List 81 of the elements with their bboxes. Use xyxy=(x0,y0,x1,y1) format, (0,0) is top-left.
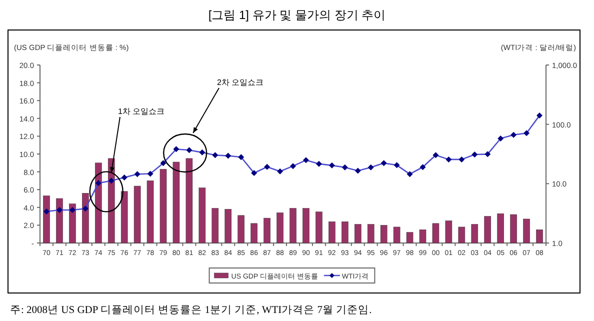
bar xyxy=(276,212,284,244)
bar xyxy=(160,168,167,244)
point xyxy=(536,112,543,119)
bar xyxy=(146,180,154,244)
bar xyxy=(186,158,193,244)
point xyxy=(368,164,374,170)
annotation: 1차 오일쇼크 xyxy=(118,107,165,116)
bar xyxy=(302,208,310,244)
bar xyxy=(354,224,362,244)
point xyxy=(290,163,296,170)
point xyxy=(56,206,62,213)
point xyxy=(160,160,166,166)
point xyxy=(498,136,504,142)
bar xyxy=(172,162,180,244)
bar xyxy=(328,221,336,244)
point xyxy=(484,151,491,158)
point xyxy=(394,162,400,168)
bar xyxy=(238,215,244,244)
point xyxy=(406,171,413,178)
bar xyxy=(198,188,206,244)
bar xyxy=(316,212,322,244)
bar xyxy=(484,216,492,244)
annotation: 2차 오일쇼크 xyxy=(217,78,264,87)
point xyxy=(134,171,140,178)
bar xyxy=(432,223,440,244)
bar xyxy=(250,223,258,244)
bar xyxy=(56,198,63,244)
bar xyxy=(69,204,76,244)
bar xyxy=(380,225,388,244)
point xyxy=(302,157,309,164)
point xyxy=(251,170,258,176)
point xyxy=(199,149,206,156)
bar xyxy=(120,191,128,244)
bar xyxy=(82,193,89,244)
bar xyxy=(393,226,400,244)
bar xyxy=(419,230,426,244)
bar xyxy=(510,214,517,244)
point xyxy=(420,164,426,170)
point xyxy=(121,174,128,181)
bar xyxy=(212,208,219,244)
point xyxy=(458,156,465,162)
bar xyxy=(134,186,141,244)
chart-title: [그림 1] 유가 및 물가의 장기 추이 xyxy=(208,8,386,22)
point xyxy=(354,168,361,174)
bar xyxy=(497,213,504,244)
point xyxy=(277,168,284,174)
point xyxy=(238,154,244,160)
point xyxy=(225,152,232,159)
point xyxy=(510,132,517,138)
point xyxy=(108,178,114,184)
point xyxy=(212,152,218,158)
point xyxy=(95,180,102,186)
point xyxy=(186,147,192,154)
bar xyxy=(224,209,232,244)
point xyxy=(524,130,530,136)
point xyxy=(432,152,439,158)
bar xyxy=(471,224,478,244)
point xyxy=(264,164,270,170)
bar xyxy=(458,226,466,244)
point xyxy=(82,206,88,212)
point xyxy=(43,208,50,214)
bar xyxy=(342,221,348,244)
point xyxy=(69,206,76,213)
point xyxy=(342,164,348,170)
bar xyxy=(536,230,543,244)
bar xyxy=(43,196,50,244)
point xyxy=(147,170,154,177)
bar xyxy=(445,220,452,244)
point xyxy=(446,156,452,162)
bar xyxy=(406,232,414,244)
point xyxy=(316,160,322,167)
bar xyxy=(523,218,530,244)
bar xyxy=(367,224,374,244)
bar xyxy=(290,208,296,244)
bar xyxy=(94,162,102,244)
text: 주: 2008년 US GDP 디플레이터 변동률은 1분기 기준, WTI가격은 7월 기준임. xyxy=(10,304,372,316)
point xyxy=(472,152,478,158)
bar xyxy=(264,218,270,244)
point xyxy=(380,160,387,166)
point xyxy=(173,146,180,152)
point xyxy=(328,162,335,168)
